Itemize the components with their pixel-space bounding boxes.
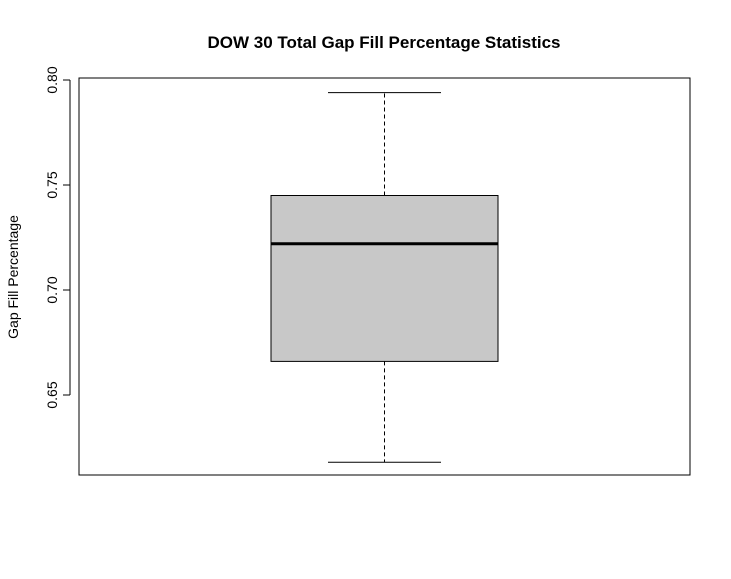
y-axis-label: Gap Fill Percentage (5, 215, 21, 339)
box-group (270, 92, 499, 463)
chart-title: DOW 30 Total Gap Fill Percentage Statist… (208, 33, 561, 52)
y-tick-label: 0.75 (44, 171, 60, 198)
y-tick-label: 0.65 (44, 381, 60, 408)
y-tick-label: 0.70 (44, 276, 60, 303)
y-tick-label: 0.80 (44, 66, 60, 93)
plot-frame (78, 77, 691, 476)
y-axis: 0.65 0.70 0.75 0.80 (44, 66, 71, 409)
iqr-box (270, 195, 499, 362)
